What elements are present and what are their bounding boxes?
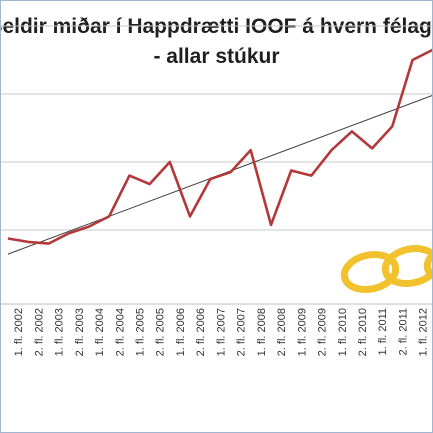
- chain-link: [381, 245, 432, 287]
- gridlines: [1, 25, 432, 305]
- x-tick-label: 1. fl. 2008: [256, 308, 268, 356]
- x-tick-label: 2. fl. 2011: [397, 308, 409, 356]
- x-tick-label: 1. fl. 2002: [13, 308, 25, 356]
- trendline: [7, 95, 432, 255]
- chain-link: [423, 242, 432, 284]
- x-tick-label: 1. fl. 2009: [296, 308, 308, 356]
- x-tick-label: 2. fl. 2003: [74, 308, 86, 356]
- x-axis-ticks: 1. fl. 2002 2. fl. 2002 1. fl. 2003 2. fl. …: [13, 308, 430, 356]
- trendline-layer: [7, 95, 432, 255]
- chain-links-logo: [340, 242, 432, 293]
- x-tick-label: 1. fl. 2007: [215, 308, 227, 356]
- series-layer: [7, 48, 432, 245]
- chain-link: [340, 251, 400, 293]
- x-tick-label: 1. fl. 2012: [418, 308, 430, 356]
- x-tick-label: 1. fl. 2006: [175, 308, 187, 356]
- x-tick-label: 2. fl. 2008: [276, 308, 288, 356]
- x-tick-label: 2. fl. 2007: [236, 308, 248, 356]
- x-tick-label: 1. fl. 2011: [377, 308, 389, 356]
- x-tick-label: 1. fl. 2005: [134, 308, 146, 356]
- x-tick-label: 1. fl. 2003: [54, 308, 66, 356]
- x-tick-label: 2. fl. 2002: [33, 308, 45, 356]
- x-tick-label: 2. fl. 2010: [357, 308, 369, 356]
- x-tick-label: 1. fl. 2004: [94, 308, 106, 356]
- chart-subtitle: - allar stúkur: [153, 45, 280, 68]
- x-tick-label: 2. fl. 2004: [114, 308, 126, 356]
- x-tick-label: 2. fl. 2005: [155, 308, 167, 356]
- x-tick-label: 2. fl. 2009: [317, 308, 329, 356]
- series-line: [7, 48, 432, 245]
- x-tick-label: 1. fl. 2010: [337, 308, 349, 356]
- x-tick-label: 2. fl. 2006: [195, 308, 207, 356]
